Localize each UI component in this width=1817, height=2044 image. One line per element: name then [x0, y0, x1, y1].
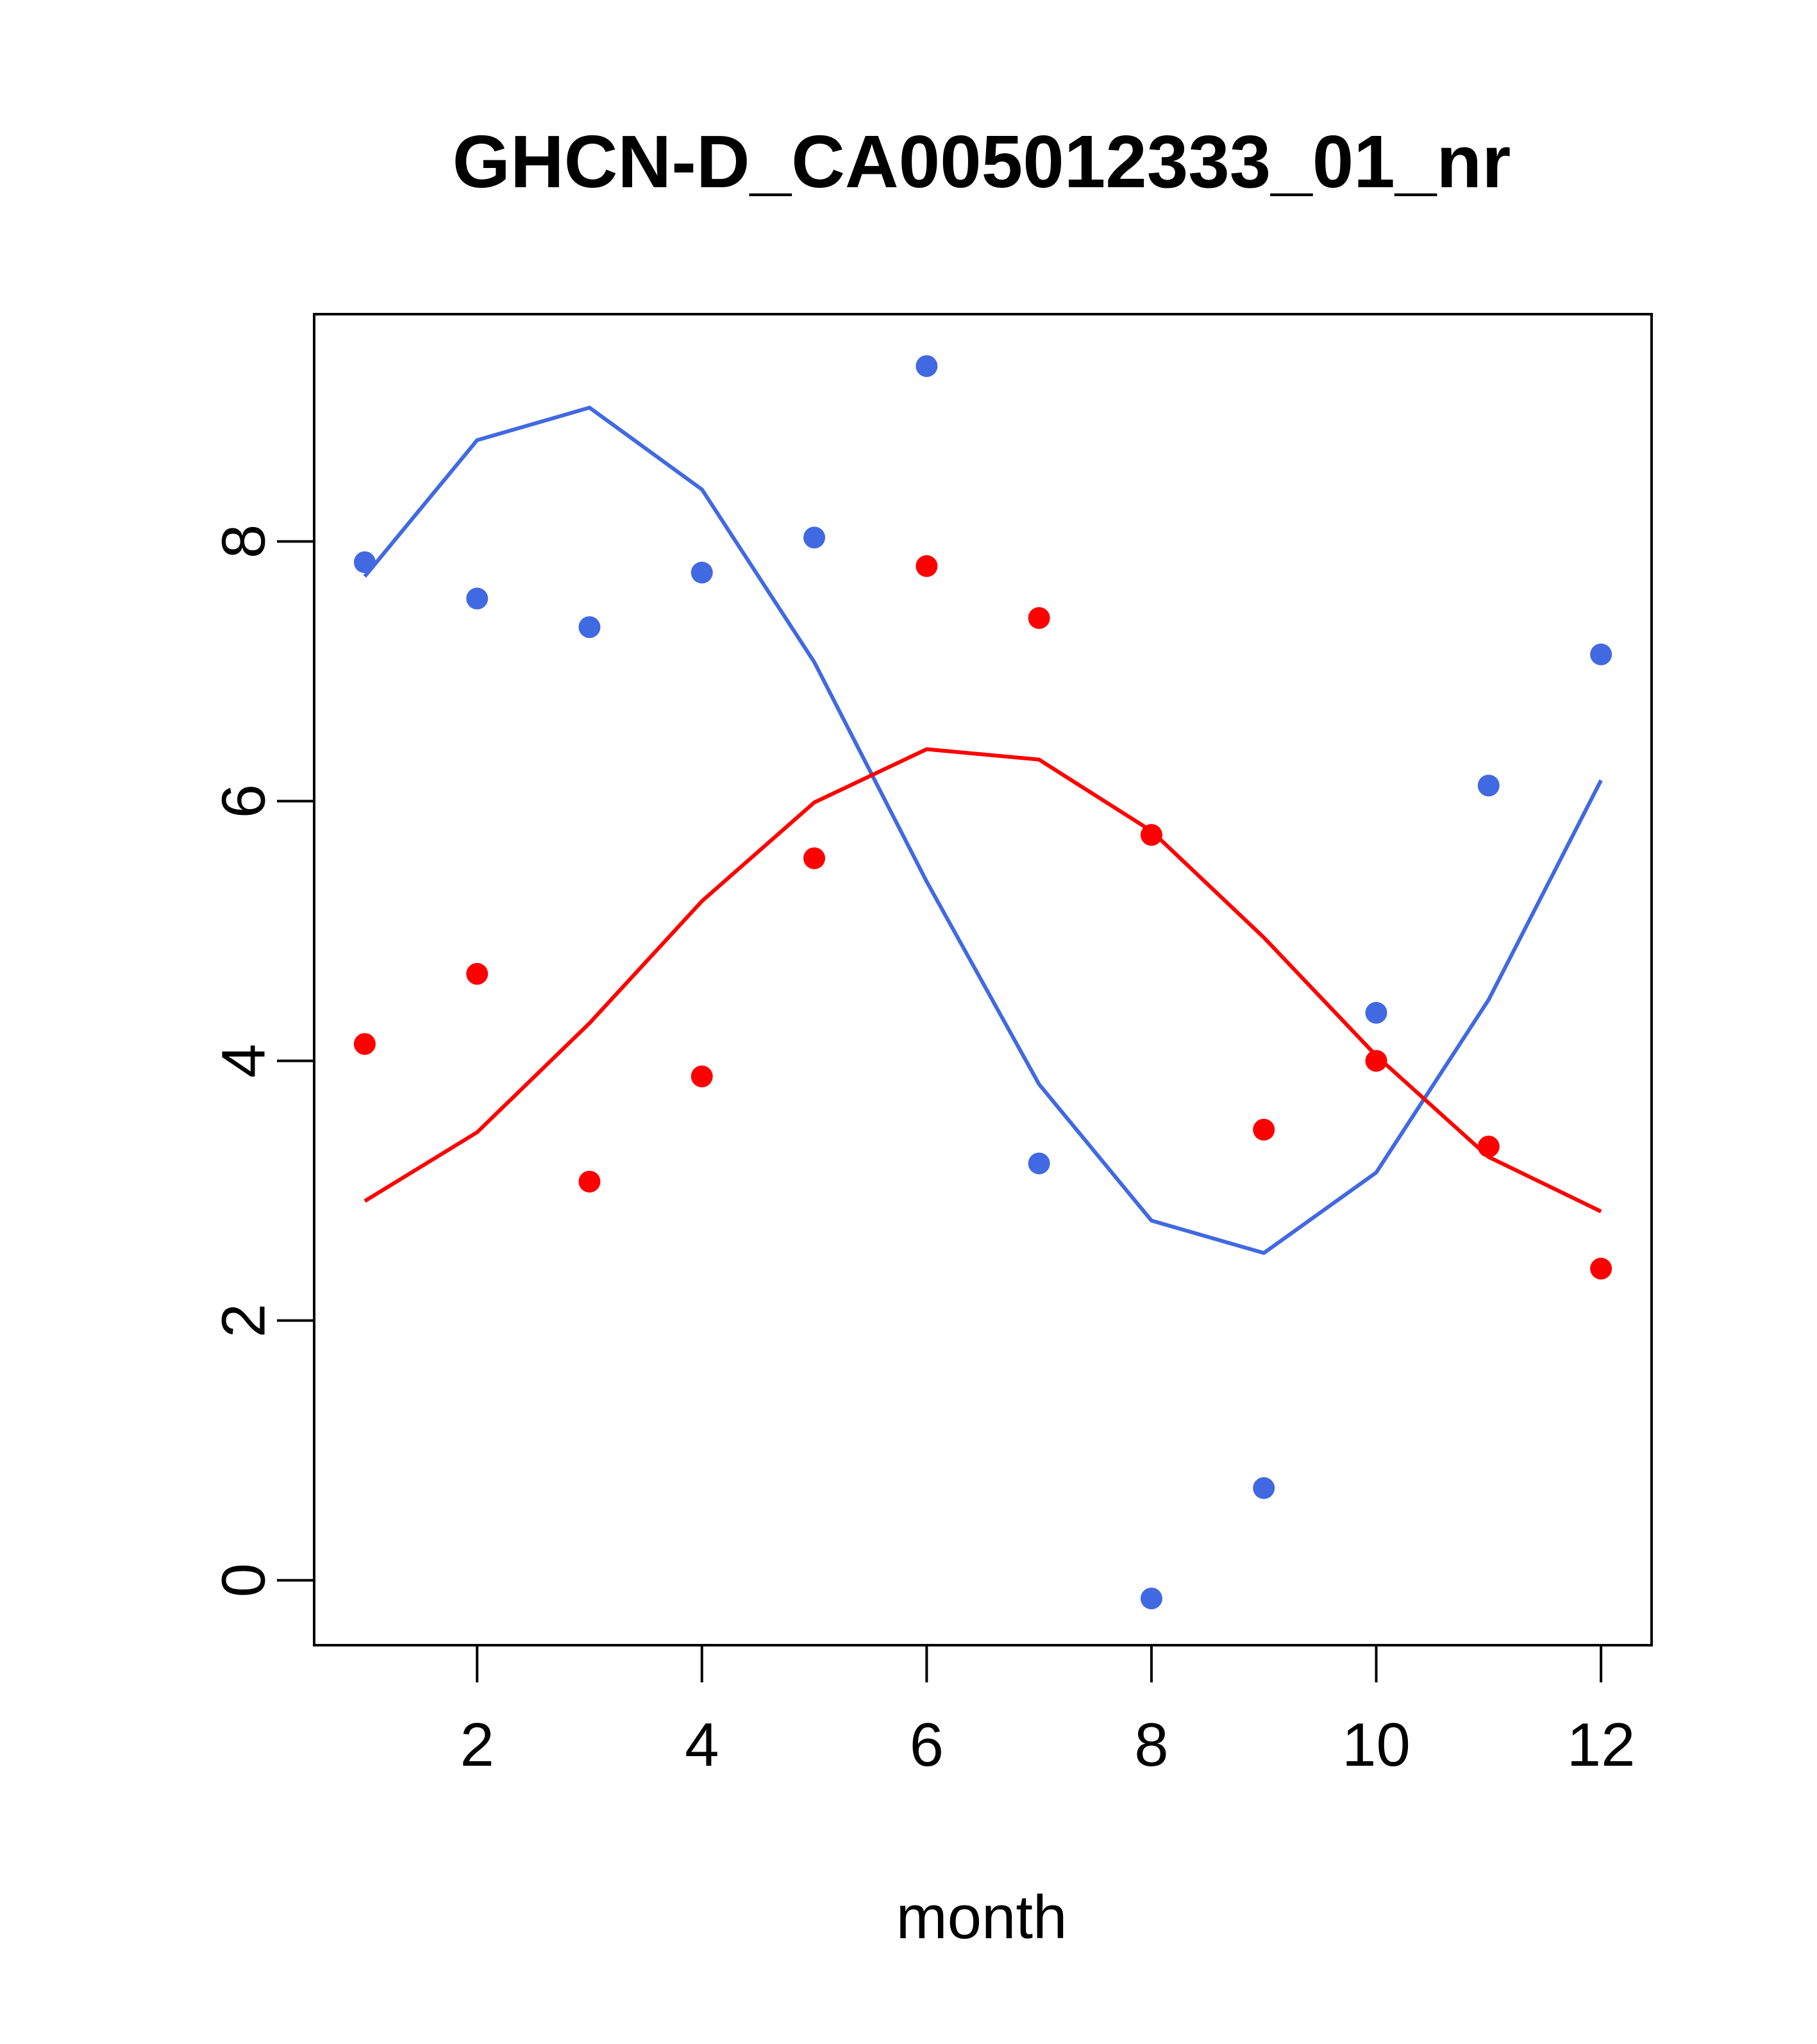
data-point [578, 616, 601, 639]
y-tick-label: 0 [210, 1563, 278, 1597]
data-point [1365, 1001, 1387, 1024]
data-point [691, 1065, 713, 1087]
x-axis: 2 4 6 8 10 12 [460, 1644, 1636, 1779]
data-point [916, 355, 938, 378]
y-tick-label: 4 [210, 1044, 278, 1078]
data-point [1365, 1050, 1387, 1072]
data-point [1028, 1152, 1050, 1175]
chart-title: GHCN-D_CA005012333_01_nr [453, 120, 1511, 203]
data-point [1253, 1477, 1275, 1499]
series-1 [353, 555, 1612, 1280]
data-point [1140, 1587, 1162, 1610]
x-tick-label: 8 [1134, 1711, 1168, 1779]
x-tick-label: 10 [1342, 1711, 1411, 1779]
y-tick-label: 6 [210, 784, 278, 818]
data-point [1028, 607, 1050, 629]
x-tick-label: 12 [1567, 1711, 1636, 1779]
data-point [1590, 1257, 1612, 1280]
data-point [803, 526, 826, 549]
data-point [353, 551, 376, 573]
data-point [1590, 643, 1612, 666]
series-layer [353, 355, 1612, 1610]
y-tick-label: 2 [210, 1303, 278, 1337]
x-tick-label: 4 [685, 1711, 719, 1779]
x-tick-label: 2 [460, 1711, 494, 1779]
x-axis-label: month [896, 1883, 1068, 1952]
series-line [364, 747, 1602, 1214]
series-0 [353, 355, 1612, 1610]
data-point [578, 1170, 601, 1193]
data-point [803, 847, 826, 869]
data-point [353, 1033, 376, 1055]
data-point [1140, 824, 1162, 846]
data-point [1477, 775, 1500, 797]
x-tick-label: 6 [910, 1711, 944, 1779]
series-line [363, 405, 1603, 1255]
data-point [1477, 1135, 1500, 1158]
data-point [466, 587, 489, 610]
data-point [466, 962, 489, 985]
data-point [691, 562, 713, 584]
data-point [1253, 1118, 1275, 1141]
y-tick-label: 8 [210, 524, 278, 558]
data-point [916, 555, 938, 577]
y-axis: 0 2 4 6 8 [210, 524, 315, 1597]
